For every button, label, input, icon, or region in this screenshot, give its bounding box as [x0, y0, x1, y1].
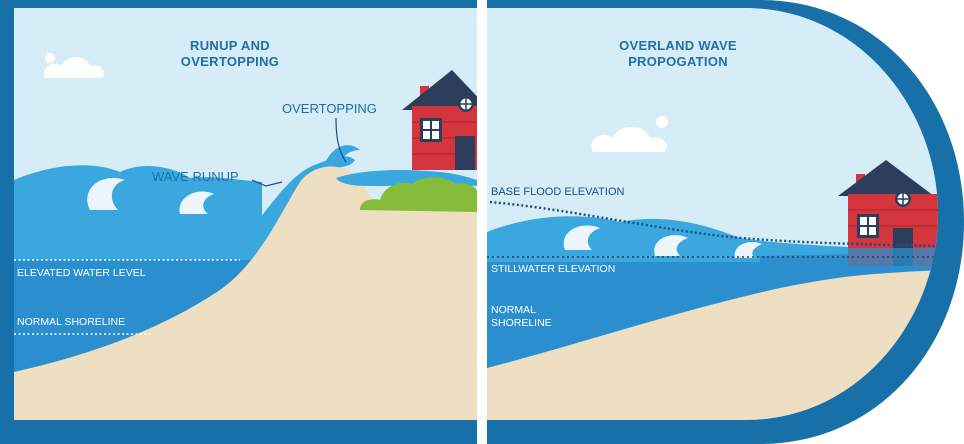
wave-runup-label: WAVE RUNUP [152, 169, 239, 184]
overtopping-leader [335, 117, 347, 163]
cloud-icon [43, 57, 105, 78]
stillwater-elevation-label: STILLWATER ELEVATION [491, 263, 615, 275]
cloud-icon [591, 126, 667, 152]
left-title-line1: RUNUP AND [190, 38, 270, 53]
wave-runup-sheet [232, 156, 355, 262]
right-title-line2: PROPOGATION [628, 54, 728, 69]
left-house [402, 70, 477, 170]
elevated-water-level-label: ELEVATED WATER LEVEL [17, 267, 146, 279]
wave-crest [654, 235, 688, 256]
normal-shoreline-label-line1: NORMAL [491, 304, 536, 316]
wave-crest [87, 178, 125, 210]
wave-runup-leader [251, 179, 283, 187]
left-sand-dune [14, 166, 477, 420]
wave-crest [734, 241, 762, 258]
right-sand-slope [487, 268, 938, 420]
wave-crest [179, 191, 214, 214]
right-title-line1: OVERLAND WAVE [619, 38, 737, 53]
base-flood-elevation-label: BASE FLOOD ELEVATION [491, 186, 625, 198]
bush [360, 177, 477, 212]
overtopping-label: OVERTOPPING [282, 101, 377, 116]
panel-divider [477, 0, 487, 444]
normal-shoreline-label: NORMAL SHORELINE [17, 316, 125, 328]
wave-crest [563, 225, 600, 250]
cloud-puff [45, 53, 55, 63]
cloud-puff [656, 116, 668, 128]
left-panel [14, 8, 477, 420]
normal-shoreline-label-line2: SHORELINE [491, 317, 552, 329]
left-title-line2: OVERTOPPING [181, 54, 279, 69]
left-water-surface [14, 165, 262, 260]
right-panel [487, 8, 938, 420]
